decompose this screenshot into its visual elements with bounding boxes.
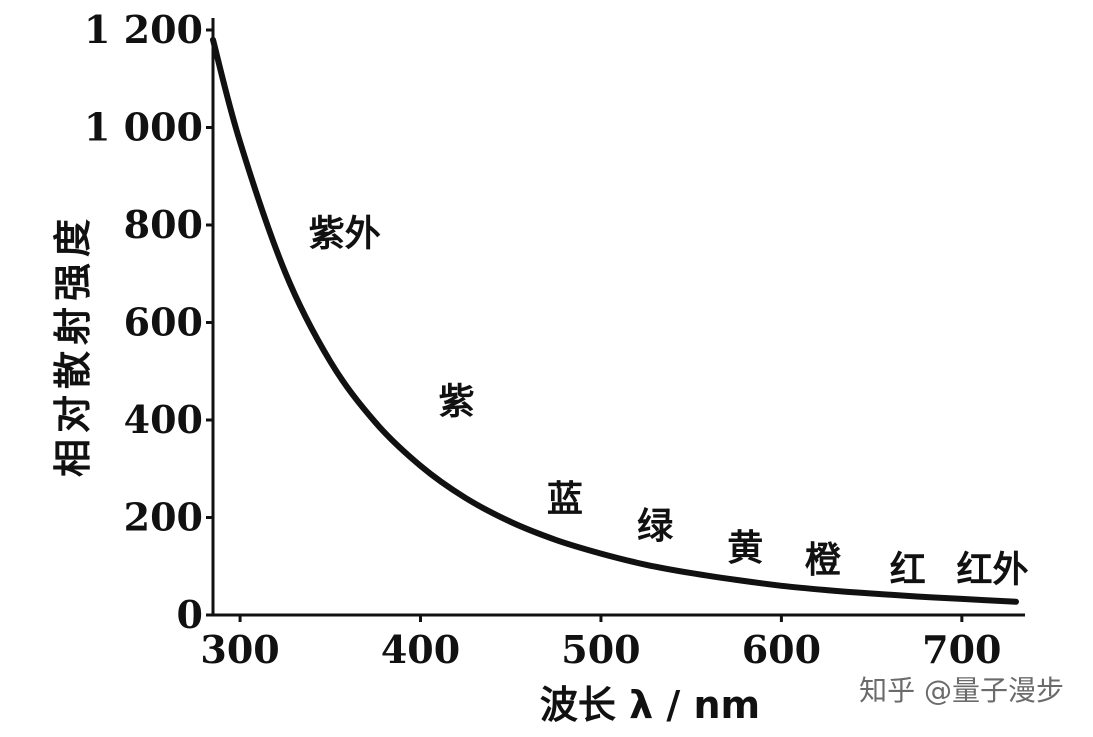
region-label: 橙: [805, 540, 841, 581]
y-tick-label: 200: [124, 495, 203, 540]
y-axis-title: 相对散射强度: [51, 213, 95, 477]
y-tick-label: 0: [177, 592, 203, 637]
x-tick-label: 300: [200, 627, 279, 672]
region-label: 红外: [957, 550, 1029, 591]
region-label: 紫外: [309, 213, 381, 254]
x-tick-label: 600: [742, 627, 821, 672]
y-tick-label: 800: [124, 202, 203, 247]
y-tick-label: 1 200: [84, 7, 203, 52]
y-tick-label: 400: [124, 397, 203, 442]
series-group: [210, 36, 1019, 605]
region-label: 蓝: [547, 479, 583, 520]
region-label: 紫: [439, 382, 475, 423]
watermark-text: 知乎 @量子漫步: [859, 674, 1064, 707]
x-tick-label: 400: [381, 627, 460, 672]
region-label: 红: [890, 550, 926, 591]
y-axis-ticks: 0 200 400 600 800 1 000 1 200: [84, 7, 213, 637]
region-label: 绿: [637, 506, 674, 547]
x-axis-ticks: 300 400 500 600 700: [200, 615, 1002, 672]
region-labels: 紫外紫蓝绿黄 橙 红红外: [309, 213, 1029, 590]
scattering-curve-line: [210, 36, 1019, 605]
y-tick-label: 1 000: [84, 105, 203, 150]
axes: [211, 18, 1025, 617]
y-tick-label: 600: [124, 300, 203, 345]
region-label: 黄: [727, 528, 763, 569]
x-axis-title: 波长 λ / nm: [540, 683, 760, 727]
x-tick-label: 500: [561, 627, 640, 672]
x-tick-label: 700: [922, 627, 1001, 672]
